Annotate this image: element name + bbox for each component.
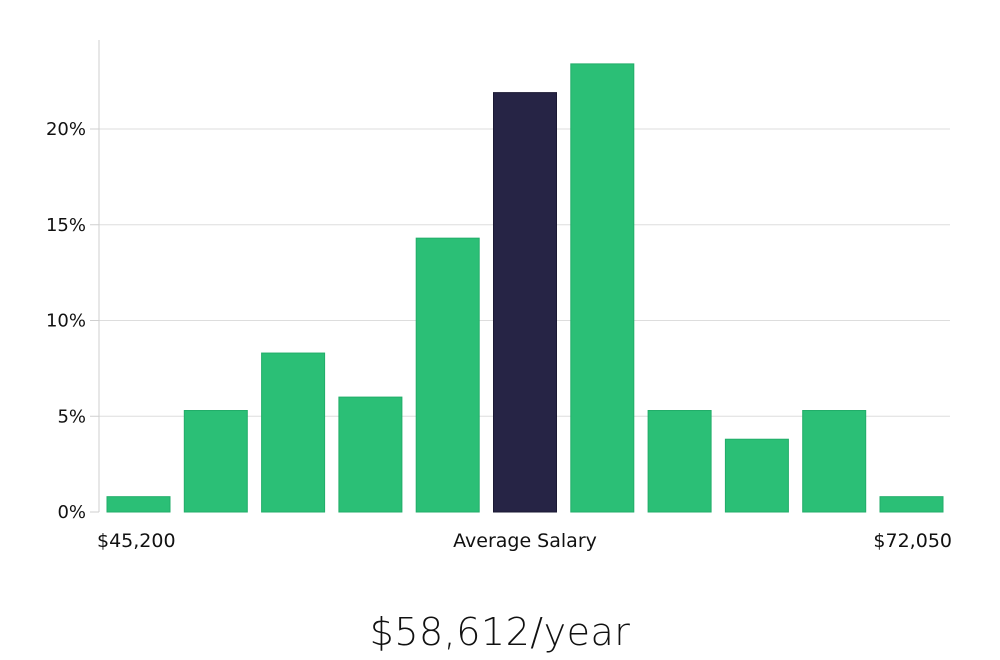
bar xyxy=(106,496,171,513)
bar xyxy=(647,410,712,513)
bar xyxy=(183,410,248,513)
y-tick-label: 10% xyxy=(46,311,86,332)
bar xyxy=(802,410,867,513)
bars xyxy=(106,63,944,513)
x-min-label: $45,200 xyxy=(97,530,176,552)
bar-average-salary xyxy=(493,92,557,513)
bar xyxy=(879,496,944,513)
x-axis-title: Average Salary xyxy=(453,530,597,552)
y-tick-label: 15% xyxy=(46,215,86,236)
bar xyxy=(338,396,403,513)
y-tick-label: 5% xyxy=(57,406,86,427)
bar xyxy=(724,438,789,513)
salary-histogram: 0% 5% 10% 15% 20% $45,200 Average Salary $72… xyxy=(46,40,952,552)
y-axis-ticks: 0% 5% 10% 15% 20% xyxy=(46,119,99,523)
y-tick-label: 0% xyxy=(57,502,86,523)
y-tick-label: 20% xyxy=(46,119,86,140)
bar xyxy=(415,237,480,513)
average-salary-value: $58,612/year xyxy=(369,610,631,654)
bar xyxy=(570,63,635,513)
bar xyxy=(261,352,326,513)
x-max-label: $72,050 xyxy=(873,530,952,552)
